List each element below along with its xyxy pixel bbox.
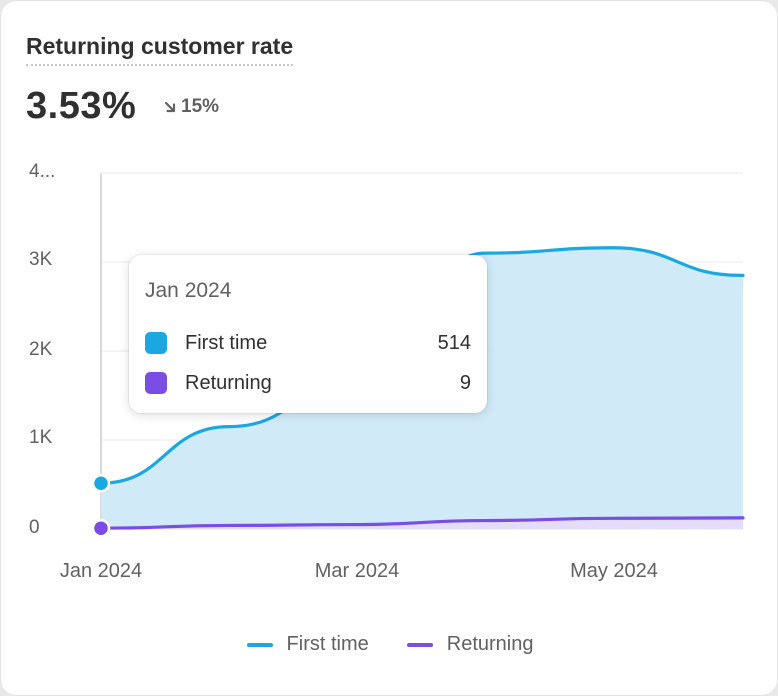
tooltip-label: First time [185,331,268,354]
legend-line [406,642,433,647]
y-tick-label: 1K [29,427,53,448]
metric-change-value: 15% [181,96,220,117]
y-tick-label: 2K [29,339,53,360]
data-point-first-time [91,474,111,493]
legend-item-first-time[interactable]: First time [246,633,369,656]
metric-change: 15% [163,96,219,118]
tooltip-row-returning: Returning 9 [145,370,471,396]
chart-legend: First time Returning [1,633,777,656]
tooltip-row-first-time: First time 514 [145,330,471,356]
legend-item-returning[interactable]: Returning [406,633,534,656]
x-tick-label: Jan 2024 [59,560,143,582]
chart-tooltip: Jan 2024 First time 514 Returning 9 [129,255,487,413]
legend-line [246,642,273,647]
tooltip-title: Jan 2024 [145,279,232,302]
y-tick-label: 3K [29,249,53,270]
series-line-returning [99,516,745,530]
data-point-returning [91,518,111,538]
y-tick-label: 4... [29,161,56,182]
x-tick-label: Mar 2024 [314,560,400,582]
arrow-down-right-icon [163,100,177,114]
legend-label: First time [286,633,369,655]
y-tick-label: 0 [29,517,40,538]
metric-value: 3.53% [26,85,137,127]
tooltip-value: 514 [437,331,471,354]
x-tick-label: May 2024 [570,560,658,582]
card-title[interactable]: Returning customer rate [26,33,294,66]
tooltip-value: 9 [459,371,471,394]
returning-swatch [145,372,167,394]
legend-label: Returning [446,633,534,655]
tooltip-label: Returning [185,371,272,394]
first-time-swatch [145,332,167,354]
